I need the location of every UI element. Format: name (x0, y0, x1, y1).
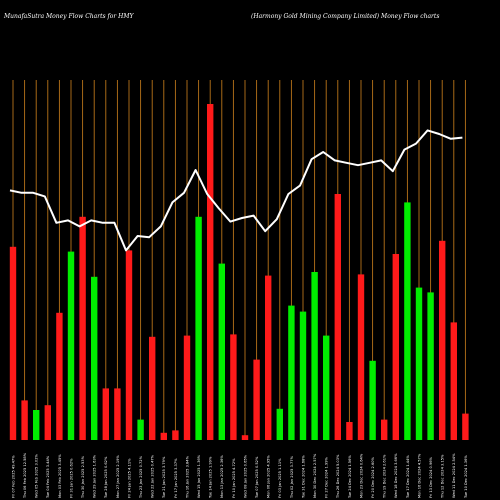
bar (218, 263, 225, 440)
x-tick-label: Thu 16 Jan 2025 3.84% (185, 455, 189, 499)
bar (392, 254, 399, 440)
bar (404, 202, 411, 440)
x-tick-label: Fri 17 Jan 2025 3.37% (174, 458, 178, 498)
money-flow-line-group (9, 129, 463, 252)
x-tick-label: Wed 15 Jan 2025 1.36% (197, 454, 201, 498)
bar (311, 272, 318, 440)
x-tick-label: Tue 28 Jan 2025 0.62% (104, 456, 108, 499)
bar (346, 422, 353, 440)
x-tick-label: Tue 04 Feb 2025 3.44% (46, 455, 50, 499)
bar (230, 334, 237, 440)
bar (195, 216, 202, 440)
x-tick-label: Wed 08 Jan 2025 0.65% (243, 454, 247, 498)
bar (9, 246, 17, 440)
bar (381, 419, 388, 440)
x-tick-label: Thu 23 Jan 2025 0.72% (139, 455, 143, 499)
x-tick-label: Wed 22 Jan 2025 0.47% (151, 454, 155, 498)
money-flow-line (9, 129, 463, 252)
bar (462, 413, 469, 440)
bar (427, 292, 434, 440)
bar (357, 274, 365, 440)
x-tick-label: Wed 05 Feb 2025 3.02% (35, 454, 39, 498)
x-tick-label: Tue 17 Dec 2024 1.44% (406, 455, 410, 499)
bar (44, 405, 51, 440)
x-tick-label: Thu 02 Jan 2025 3.77% (290, 455, 294, 499)
x-tick-label: Mon 06 Jan 2025 4.95% (267, 455, 271, 498)
chart-title: MunafaSutra Money Flow Charts for HMY (3, 13, 134, 20)
bar (172, 430, 179, 440)
x-tick-label: Mon 13 Jan 2025 2.36% (220, 455, 224, 498)
bar (439, 240, 446, 440)
x-tick-label: Tue 10 Dec 2024 1.36% (464, 455, 468, 499)
x-tick-labels: Fri 07 Feb 2025 49.47% Thu 06 Feb 2025 12… (11, 452, 467, 499)
x-tick-label: Fri 03 Jan 2025 1.11% (278, 458, 282, 498)
bar (102, 388, 109, 440)
x-tick-label: Mon 03 Feb 2025 3.45% (58, 454, 62, 498)
x-tick-label: Thu 30 Jan 2025 2.53% (81, 455, 85, 499)
x-tick-label: Fri 31 Jan 2025 0.62% (69, 458, 73, 498)
x-tick-label: Thu 26 Dec 2024 5.03% (336, 454, 340, 499)
x-tick-label: Fri 24 Jan 2025 4.11% (127, 458, 131, 498)
bar (415, 287, 423, 440)
bar (114, 388, 121, 440)
bars (9, 104, 469, 440)
bar (79, 216, 86, 440)
x-tick-label: Fri 27 Dec 2024 1.99% (325, 456, 329, 498)
x-tick-label: Mon 16 Dec 2024 4.57% (417, 453, 421, 498)
x-tick-label: Mon 27 Jan 2025 2.19% (116, 455, 120, 498)
bar (91, 276, 98, 440)
bar (21, 400, 28, 440)
bar (33, 410, 40, 440)
bar (253, 359, 260, 440)
x-tick-label: Fri 10 Jan 2025 4.72% (232, 458, 236, 498)
x-tick-label: Fri 13 Dec 2024 0.96% (429, 456, 433, 498)
x-tick-label: Wed 29 Jan 2025 1.63% (93, 454, 97, 498)
bar (265, 275, 272, 440)
chart-subtitle: (Harmony Gold Mining Company Limited) Mo… (251, 13, 439, 20)
bar (276, 408, 283, 440)
bar (299, 311, 307, 440)
x-tick-label: Tue 21 Jan 2025 3.79% (162, 456, 166, 499)
bar (183, 335, 191, 440)
x-tick-label: Tue 24 Dec 2024 1.56% (348, 455, 352, 499)
x-tick-label: Thu 12 Dec 2024 3.15% (441, 454, 445, 499)
x-tick-label: Fri 07 Feb 2025 49.47% (11, 455, 15, 498)
bar (56, 312, 63, 440)
bar (334, 194, 341, 440)
bar (288, 305, 295, 440)
x-tick-label: Thu 06 Feb 2025 12.58% (23, 452, 27, 499)
bar (67, 251, 75, 440)
x-tick-label: Fri 20 Dec 2024 2.60% (371, 456, 375, 498)
bar (323, 335, 330, 440)
bar (369, 360, 376, 440)
bar (125, 250, 133, 440)
x-tick-label: Thu 19 Dec 2024 2.61% (383, 454, 387, 499)
x-tick-label: Tue 14 Jan 2025 1.99% (209, 456, 213, 499)
bar (160, 432, 167, 440)
x-tick-label: Mon 23 Dec 2024 0.64% (359, 453, 363, 498)
x-tick-label: Mon 30 Dec 2024 2.57% (313, 453, 317, 498)
bar (450, 322, 457, 440)
bar (137, 419, 144, 440)
bar (207, 104, 214, 440)
bar (241, 435, 249, 440)
x-tick-label: Wed 18 Dec 2024 3.66% (394, 453, 398, 498)
bar (149, 336, 156, 440)
x-tick-label: Tue 31 Dec 2024 1.68% (301, 455, 305, 499)
x-tick-label: Tue 07 Jan 2025 0.52% (255, 456, 259, 499)
x-tick-label: Wed 11 Dec 2024 2.54% (452, 453, 456, 498)
